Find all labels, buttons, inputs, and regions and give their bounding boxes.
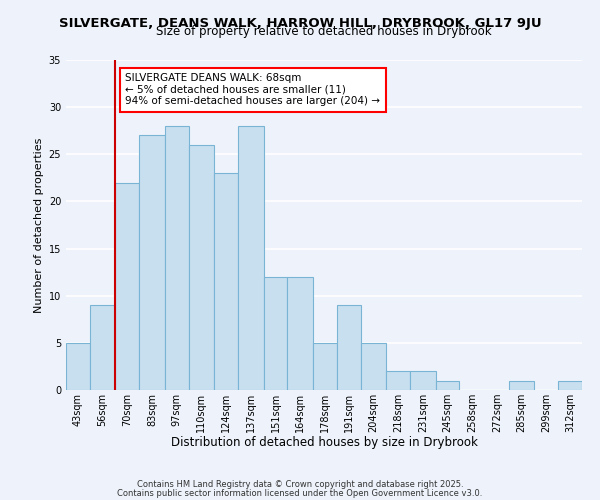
Title: Size of property relative to detached houses in Drybrook: Size of property relative to detached ho…	[156, 25, 492, 38]
Bar	[558, 380, 582, 390]
Bar	[214, 173, 238, 390]
Bar	[410, 371, 436, 390]
Bar	[313, 343, 337, 390]
Bar	[165, 126, 188, 390]
Bar	[238, 126, 263, 390]
Text: Contains HM Land Registry data © Crown copyright and database right 2025.: Contains HM Land Registry data © Crown c…	[137, 480, 463, 489]
Text: SILVERGATE DEANS WALK: 68sqm
← 5% of detached houses are smaller (11)
94% of sem: SILVERGATE DEANS WALK: 68sqm ← 5% of det…	[125, 73, 380, 106]
Text: SILVERGATE, DEANS WALK, HARROW HILL, DRYBROOK, GL17 9JU: SILVERGATE, DEANS WALK, HARROW HILL, DRY…	[59, 18, 541, 30]
Bar	[509, 380, 535, 390]
Y-axis label: Number of detached properties: Number of detached properties	[34, 138, 44, 312]
Bar	[436, 380, 460, 390]
Bar	[90, 305, 115, 390]
Bar	[66, 343, 90, 390]
Bar	[263, 277, 287, 390]
Bar	[361, 343, 386, 390]
Bar	[115, 182, 139, 390]
Bar	[337, 305, 361, 390]
Bar	[386, 371, 410, 390]
Bar	[188, 145, 214, 390]
Bar	[287, 277, 313, 390]
Text: Contains public sector information licensed under the Open Government Licence v3: Contains public sector information licen…	[118, 488, 482, 498]
Bar	[139, 136, 165, 390]
X-axis label: Distribution of detached houses by size in Drybrook: Distribution of detached houses by size …	[170, 436, 478, 450]
